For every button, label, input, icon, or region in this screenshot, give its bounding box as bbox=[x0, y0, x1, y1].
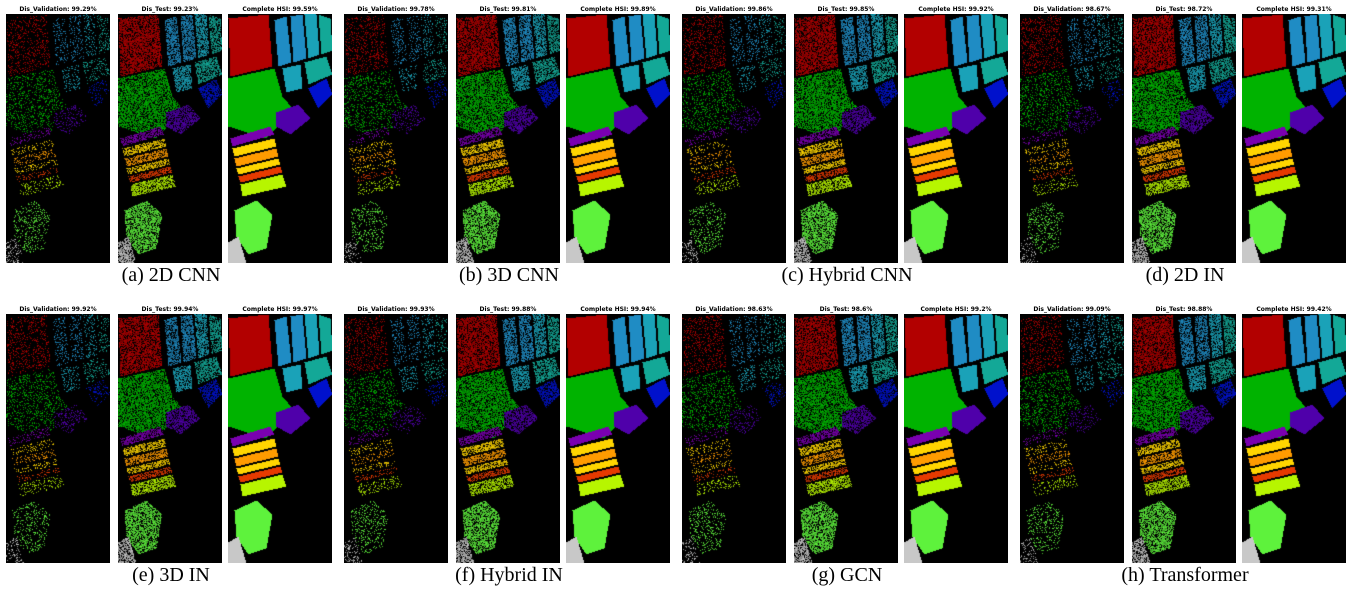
validation-map: Dis_Validation: 98.67% bbox=[1020, 5, 1124, 263]
test-map-title: Dis_Test: 98.88% bbox=[1155, 306, 1213, 313]
complete-map-title: Complete HSI: 99.31% bbox=[1256, 6, 1332, 13]
test-map-title: Dis_Test: 99.94% bbox=[141, 306, 199, 313]
test-map-title: Dis_Test: 98.6% bbox=[819, 306, 873, 313]
subfigure-caption: (a) 2D CNN bbox=[121, 264, 221, 286]
validation-map-title: Dis_Validation: 99.09% bbox=[1033, 306, 1111, 313]
complete-map: Complete HSI: 99.2% bbox=[904, 305, 1008, 563]
validation-classification-map-image bbox=[344, 14, 448, 263]
test-map: Dis_Test: 99.88% bbox=[456, 305, 560, 563]
validation-classification-map-image bbox=[1020, 314, 1124, 563]
test-map: Dis_Test: 99.81% bbox=[456, 5, 560, 263]
complete-classification-map-image bbox=[1242, 14, 1346, 263]
subfigure-panel-e: Dis_Validation: 99.92% Dis_Test: 99.94% Co… bbox=[6, 305, 336, 587]
subfigure-panel-g: Dis_Validation: 98.63% Dis_Test: 98.6% Com… bbox=[682, 305, 1012, 587]
test-map: Dis_Test: 98.72% bbox=[1132, 5, 1236, 263]
test-classification-map-image bbox=[794, 14, 898, 263]
validation-classification-map-image bbox=[1020, 14, 1124, 263]
complete-map-title: Complete HSI: 99.2% bbox=[920, 306, 992, 313]
validation-map-title: Dis_Validation: 99.92% bbox=[19, 306, 97, 313]
validation-map-title: Dis_Validation: 99.78% bbox=[357, 6, 435, 13]
validation-classification-map-image bbox=[344, 314, 448, 563]
test-map: Dis_Test: 99.23% bbox=[118, 5, 222, 263]
validation-map-title: Dis_Validation: 99.86% bbox=[695, 6, 773, 13]
classification-maps-row: Dis_Validation: 99.09% Dis_Test: 98.88% Co… bbox=[1020, 305, 1350, 563]
subfigure-panel-b: Dis_Validation: 99.78% Dis_Test: 99.81% Co… bbox=[344, 5, 674, 287]
complete-classification-map-image bbox=[904, 314, 1008, 563]
validation-map-title: Dis_Validation: 99.29% bbox=[19, 6, 97, 13]
subfigure-caption: (c) Hybrid CNN bbox=[781, 264, 913, 286]
complete-map: Complete HSI: 99.42% bbox=[1242, 305, 1346, 563]
validation-classification-map-image bbox=[6, 14, 110, 263]
complete-map: Complete HSI: 99.31% bbox=[1242, 5, 1346, 263]
subfigure-panel-h: Dis_Validation: 99.09% Dis_Test: 98.88% Co… bbox=[1020, 305, 1350, 587]
subfigure-panel-f: Dis_Validation: 99.93% Dis_Test: 99.88% Co… bbox=[344, 305, 674, 587]
complete-classification-map-image bbox=[566, 314, 670, 563]
test-map: Dis_Test: 99.94% bbox=[118, 305, 222, 563]
complete-map: Complete HSI: 99.89% bbox=[566, 5, 670, 263]
validation-map: Dis_Validation: 99.93% bbox=[344, 305, 448, 563]
validation-map: Dis_Validation: 99.92% bbox=[6, 305, 110, 563]
classification-maps-row: Dis_Validation: 99.93% Dis_Test: 99.88% Co… bbox=[344, 305, 674, 563]
test-classification-map-image bbox=[794, 314, 898, 563]
subfigure-panel-c: Dis_Validation: 99.86% Dis_Test: 99.85% Co… bbox=[682, 5, 1012, 287]
subfigure-panel-d: Dis_Validation: 98.67% Dis_Test: 98.72% Co… bbox=[1020, 5, 1350, 287]
test-classification-map-image bbox=[118, 314, 222, 563]
complete-map-title: Complete HSI: 99.94% bbox=[580, 306, 656, 313]
complete-map: Complete HSI: 99.94% bbox=[566, 305, 670, 563]
validation-map-title: Dis_Validation: 98.67% bbox=[1033, 6, 1111, 13]
test-map-title: Dis_Test: 99.85% bbox=[817, 6, 875, 13]
complete-map: Complete HSI: 99.59% bbox=[228, 5, 332, 263]
test-map: Dis_Test: 98.88% bbox=[1132, 305, 1236, 563]
classification-maps-row: Dis_Validation: 98.67% Dis_Test: 98.72% Co… bbox=[1020, 5, 1350, 263]
test-map: Dis_Test: 98.6% bbox=[794, 305, 898, 563]
subfigure-caption: (b) 3D CNN bbox=[459, 264, 559, 286]
test-classification-map-image bbox=[1132, 314, 1236, 563]
validation-classification-map-image bbox=[682, 314, 786, 563]
complete-map-title: Complete HSI: 99.89% bbox=[580, 6, 656, 13]
classification-maps-row: Dis_Validation: 99.78% Dis_Test: 99.81% Co… bbox=[344, 5, 674, 263]
subfigure-caption: (f) Hybrid IN bbox=[455, 564, 563, 586]
complete-map: Complete HSI: 99.97% bbox=[228, 305, 332, 563]
validation-map: Dis_Validation: 99.86% bbox=[682, 5, 786, 263]
validation-map: Dis_Validation: 99.29% bbox=[6, 5, 110, 263]
test-map-title: Dis_Test: 99.81% bbox=[479, 6, 537, 13]
complete-classification-map-image bbox=[904, 14, 1008, 263]
subfigure-panel-a: Dis_Validation: 99.29% Dis_Test: 99.23% Co… bbox=[6, 5, 336, 287]
subfigure-caption: (h) Transformer bbox=[1121, 564, 1249, 586]
complete-map-title: Complete HSI: 99.92% bbox=[918, 6, 994, 13]
validation-classification-map-image bbox=[682, 14, 786, 263]
test-classification-map-image bbox=[1132, 14, 1236, 263]
complete-map-title: Complete HSI: 99.59% bbox=[242, 6, 318, 13]
test-map-title: Dis_Test: 99.88% bbox=[479, 306, 537, 313]
classification-maps-row: Dis_Validation: 99.86% Dis_Test: 99.85% Co… bbox=[682, 5, 1012, 263]
validation-map-title: Dis_Validation: 98.63% bbox=[695, 306, 773, 313]
subfigure-caption: (e) 3D IN bbox=[132, 564, 210, 586]
classification-maps-row: Dis_Validation: 99.92% Dis_Test: 99.94% Co… bbox=[6, 305, 336, 563]
test-map: Dis_Test: 99.85% bbox=[794, 5, 898, 263]
complete-classification-map-image bbox=[566, 14, 670, 263]
test-map-title: Dis_Test: 98.72% bbox=[1155, 6, 1213, 13]
complete-map: Complete HSI: 99.92% bbox=[904, 5, 1008, 263]
complete-map-title: Complete HSI: 99.97% bbox=[242, 306, 318, 313]
validation-map-title: Dis_Validation: 99.93% bbox=[357, 306, 435, 313]
validation-map: Dis_Validation: 99.78% bbox=[344, 5, 448, 263]
test-classification-map-image bbox=[456, 314, 560, 563]
test-classification-map-image bbox=[456, 14, 560, 263]
validation-map: Dis_Validation: 98.63% bbox=[682, 305, 786, 563]
complete-classification-map-image bbox=[228, 314, 332, 563]
complete-classification-map-image bbox=[1242, 314, 1346, 563]
complete-map-title: Complete HSI: 99.42% bbox=[1256, 306, 1332, 313]
validation-map: Dis_Validation: 99.09% bbox=[1020, 305, 1124, 563]
classification-maps-row: Dis_Validation: 99.29% Dis_Test: 99.23% Co… bbox=[6, 5, 336, 263]
test-classification-map-image bbox=[118, 14, 222, 263]
complete-classification-map-image bbox=[228, 14, 332, 263]
subfigure-caption: (d) 2D IN bbox=[1145, 264, 1225, 286]
classification-maps-row: Dis_Validation: 98.63% Dis_Test: 98.6% Com… bbox=[682, 305, 1012, 563]
test-map-title: Dis_Test: 99.23% bbox=[141, 6, 199, 13]
subfigure-caption: (g) GCN bbox=[811, 564, 883, 586]
validation-classification-map-image bbox=[6, 314, 110, 563]
